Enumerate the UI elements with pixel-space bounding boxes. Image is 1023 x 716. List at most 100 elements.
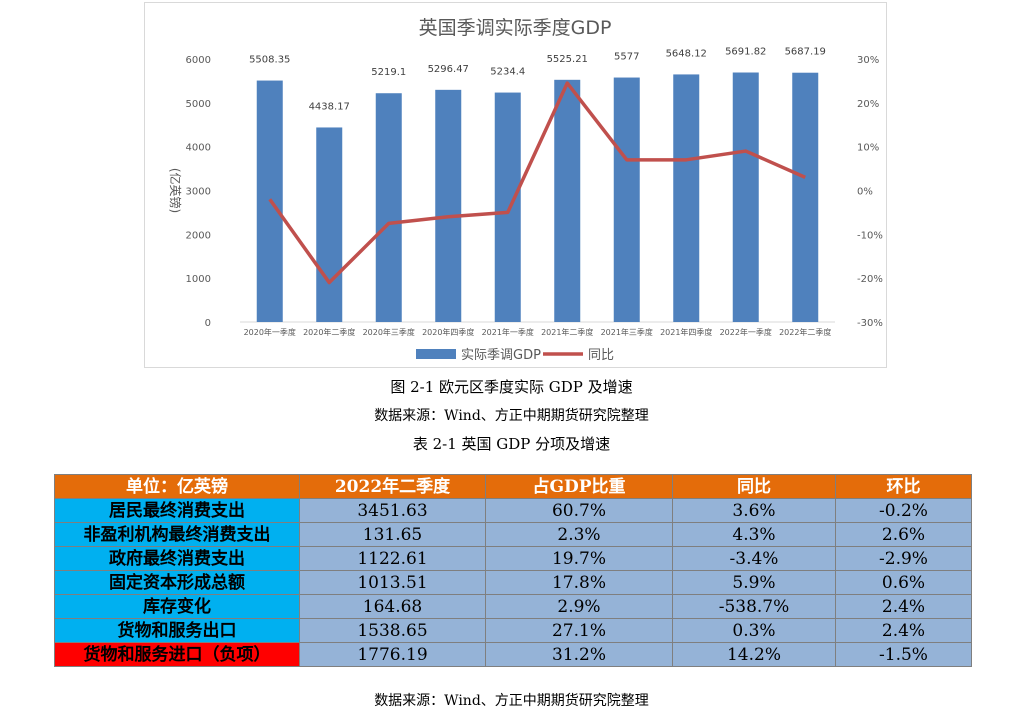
header-quarter: 2022年二季度	[299, 474, 486, 499]
table-row: 非盈利机构最终消费支出 131.65 2.3% 4.3% 2.6%	[54, 522, 972, 547]
bar	[673, 74, 700, 322]
gdp-chart: 英国季调实际季度GDP 0 1000 2000 3000 4000 5000 6000 -30…	[168, 17, 883, 363]
bar-data-label: 5577	[614, 52, 639, 63]
x-tick-label: 2022年二季度	[779, 327, 831, 337]
legend-swatch-gdp	[416, 349, 456, 359]
table-cell: 2.9%	[485, 594, 673, 619]
row-label: 货物和服务出口	[54, 618, 300, 643]
y-tick-label: 5000	[186, 99, 211, 110]
table-row: 居民最终消费支出 3451.63 60.7% 3.6% -0.2%	[54, 498, 972, 523]
row-label: 货物和服务进口（负项）	[54, 642, 300, 667]
bar-data-label: 5687.19	[785, 47, 826, 58]
chart-title: 英国季调实际季度GDP	[419, 17, 612, 39]
legend-label-yoy: 同比	[588, 348, 614, 363]
bar	[613, 77, 640, 322]
y2-tick-label: 30%	[857, 55, 879, 66]
table-cell: 164.68	[299, 594, 486, 619]
table-row: 库存变化 164.68 2.9% -538.7% 2.4%	[54, 594, 972, 619]
table-cell: 3451.63	[299, 498, 486, 523]
table-cell: 1122.61	[299, 546, 486, 571]
bar-data-label: 5296.47	[428, 64, 469, 75]
table-cell: 1776.19	[299, 642, 486, 667]
table-row: 货物和服务进口（负项） 1776.19 31.2% 14.2% -1.5%	[54, 642, 972, 667]
table-cell: 17.8%	[485, 570, 673, 595]
y-tick-label: 4000	[186, 143, 211, 154]
figure-caption: 图 2-1 欧元区季度实际 GDP 及增速	[390, 378, 633, 396]
bar	[375, 93, 402, 322]
yoy-line	[268, 81, 806, 285]
x-tick-label: 2020年二季度	[303, 327, 355, 337]
figure-source: 数据来源：Wind、方正中期期货研究院整理	[374, 408, 649, 424]
header-yoy: 同比	[672, 474, 836, 499]
bar	[792, 72, 819, 322]
table-cell: 0.3%	[672, 618, 836, 643]
bar-data-label: 5508.35	[249, 55, 290, 66]
x-tick-label: 2021年三季度	[601, 327, 653, 337]
y2-tick-label: -20%	[857, 274, 883, 285]
table-cell: 1013.51	[299, 570, 486, 595]
gdp-components-table: 单位：亿英镑 2022年二季度 占GDP比重 同比 环比 居民最终消费支出 345…	[54, 474, 972, 667]
table-cell: 131.65	[299, 522, 486, 547]
row-label: 非盈利机构最终消费支出	[54, 522, 300, 547]
table-cell: -3.4%	[672, 546, 836, 571]
x-tick-label: 2021年一季度	[482, 327, 534, 337]
table-cell: 19.7%	[485, 546, 673, 571]
table-cell: -1.5%	[835, 642, 972, 667]
table-cell: 2.4%	[835, 594, 972, 619]
x-tick-label: 2022年一季度	[720, 327, 772, 337]
table-cell: 0.6%	[835, 570, 972, 595]
table-cell: 14.2%	[672, 642, 836, 667]
bar-data-label: 5234.4	[490, 67, 525, 78]
bar	[732, 72, 759, 322]
bar-data-label: 5219.1	[371, 67, 406, 78]
bar	[435, 89, 462, 322]
y-tick-label: 1000	[186, 274, 211, 285]
bar-data-label: 5525.21	[547, 54, 588, 65]
table-cell: -2.9%	[835, 546, 972, 571]
table-cell: 2.4%	[835, 618, 972, 643]
x-tick-label: 2020年三季度	[363, 327, 415, 337]
bar	[494, 92, 521, 322]
table-cell: -0.2%	[835, 498, 972, 523]
row-label: 政府最终消费支出	[54, 546, 300, 571]
y-tick-label: 3000	[186, 187, 211, 198]
table-cell: -538.7%	[672, 594, 836, 619]
table-cell: 1538.65	[299, 618, 486, 643]
bar-data-label: 5691.82	[725, 47, 766, 58]
header-share: 占GDP比重	[485, 474, 673, 499]
table-cell: 3.6%	[672, 498, 836, 523]
y-tick-label: 2000	[186, 230, 211, 241]
y2-tick-label: -30%	[857, 318, 883, 329]
x-tick-label: 2020年一季度	[244, 327, 296, 337]
row-label: 固定资本形成总额	[54, 570, 300, 595]
y2-tick-label: 10%	[857, 143, 879, 154]
table-row: 固定资本形成总额 1013.51 17.8% 5.9% 0.6%	[54, 570, 972, 595]
y-tick-label: 6000	[186, 55, 211, 66]
y2-tick-label: -10%	[857, 230, 883, 241]
bar-data-label: 4438.17	[309, 101, 350, 112]
bar-data-label: 5648.12	[666, 48, 707, 59]
table-cell: 31.2%	[485, 642, 673, 667]
chart-container: 英国季调实际季度GDP 0 1000 2000 3000 4000 5000 6000 -30…	[144, 2, 887, 368]
y-axis-label: (亿英镑)	[168, 168, 183, 213]
table-cell: 60.7%	[485, 498, 673, 523]
table-header-row: 单位：亿英镑 2022年二季度 占GDP比重 同比 环比	[54, 474, 972, 499]
table-cell: 2.6%	[835, 522, 972, 547]
y2-tick-label: 20%	[857, 99, 879, 110]
table-cell: 5.9%	[672, 570, 836, 595]
row-label: 居民最终消费支出	[54, 498, 300, 523]
bar	[316, 127, 343, 323]
table-row: 货物和服务出口 1538.65 27.1% 0.3% 2.4%	[54, 618, 972, 643]
x-tick-label: 2021年二季度	[541, 327, 593, 337]
bar	[554, 79, 581, 322]
table-cell: 2.3%	[485, 522, 673, 547]
table-caption: 表 2-1 英国 GDP 分项及增速	[412, 435, 611, 453]
x-tick-label: 2021年四季度	[660, 327, 712, 337]
header-qoq: 环比	[835, 474, 972, 499]
y2-tick-label: 0%	[857, 187, 873, 198]
y-tick-label: 0	[205, 318, 211, 329]
table-cell: 4.3%	[672, 522, 836, 547]
table-row: 政府最终消费支出 1122.61 19.7% -3.4% -2.9%	[54, 546, 972, 571]
table-cell: 27.1%	[485, 618, 673, 643]
row-label: 库存变化	[54, 594, 300, 619]
